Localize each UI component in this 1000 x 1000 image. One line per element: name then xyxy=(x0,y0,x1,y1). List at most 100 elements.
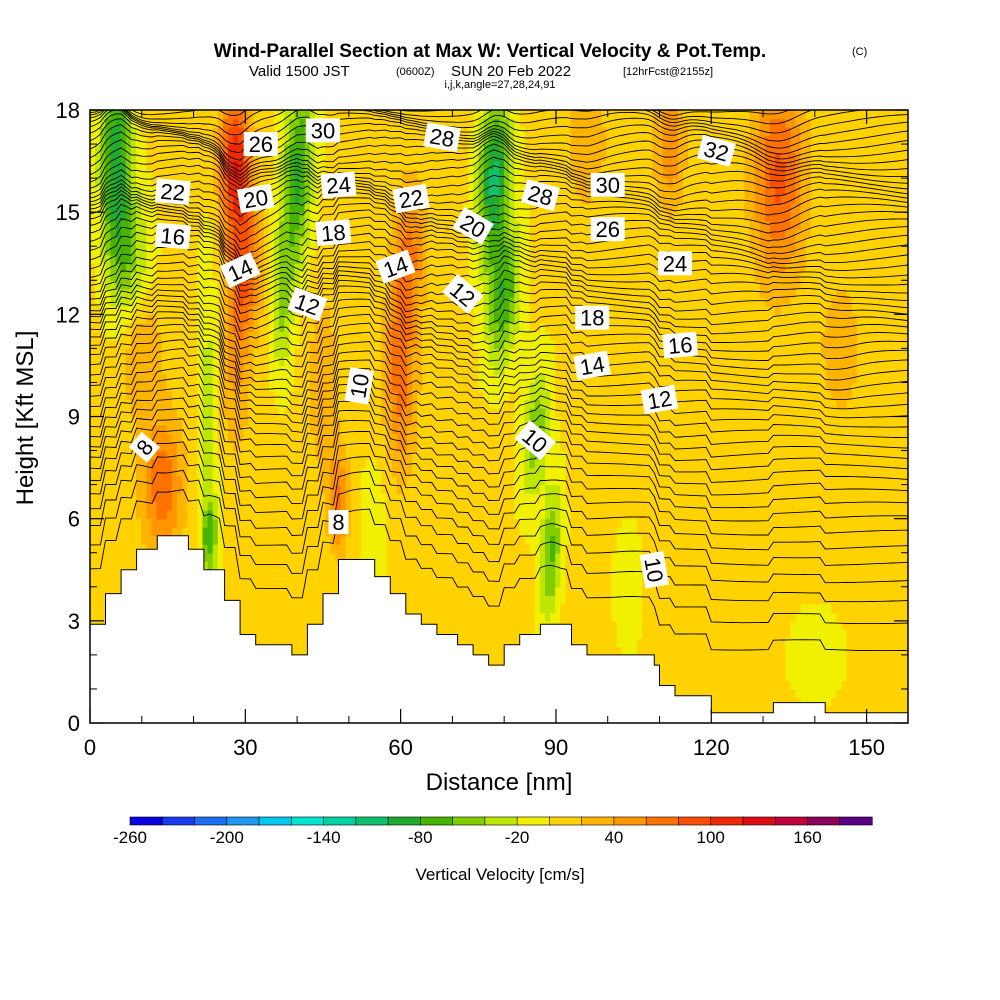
velocity-cell xyxy=(417,331,423,341)
velocity-cell xyxy=(437,229,444,239)
velocity-cell xyxy=(304,510,311,520)
velocity-cell xyxy=(238,612,244,622)
velocity-cell xyxy=(299,442,306,452)
velocity-cell xyxy=(248,280,255,290)
velocity-cell xyxy=(406,493,413,503)
velocity-cell xyxy=(294,331,301,341)
velocity-cell xyxy=(212,229,219,239)
velocity-cell xyxy=(376,561,383,571)
velocity-cell xyxy=(309,246,316,256)
velocity-cell xyxy=(166,450,173,460)
velocity-cell xyxy=(314,544,321,554)
velocity-cell xyxy=(274,629,280,639)
velocity-cell xyxy=(412,271,418,281)
velocity-cell xyxy=(100,416,106,426)
velocity-cell xyxy=(284,433,290,443)
velocity-cell xyxy=(238,288,244,298)
velocity-cell xyxy=(136,399,142,409)
velocity-cell xyxy=(263,229,270,239)
velocity-cell xyxy=(253,152,260,162)
velocity-cell xyxy=(130,476,137,486)
velocity-cell xyxy=(258,382,265,392)
velocity-cell xyxy=(422,322,429,332)
velocity-cell xyxy=(207,263,214,273)
velocity-cell xyxy=(268,220,275,230)
velocity-cell xyxy=(355,544,362,554)
velocity-cell xyxy=(125,144,132,154)
velocity-cell xyxy=(100,561,106,571)
velocity-cell xyxy=(412,322,418,332)
velocity-cell xyxy=(294,450,301,460)
velocity-cell xyxy=(238,425,244,435)
velocity-cell xyxy=(171,433,178,443)
velocity-cell xyxy=(110,382,117,392)
velocity-cell xyxy=(345,450,352,460)
velocity-cell xyxy=(442,544,449,554)
velocity-cell xyxy=(217,365,224,375)
velocity-cell xyxy=(299,212,306,222)
velocity-cell xyxy=(417,603,423,613)
velocity-cell xyxy=(156,476,163,486)
velocity-cell xyxy=(263,425,270,435)
velocity-cell xyxy=(253,212,260,222)
velocity-cell xyxy=(412,288,418,298)
velocity-cell xyxy=(314,152,321,162)
velocity-cell xyxy=(90,331,96,341)
velocity-cell xyxy=(314,518,321,528)
velocity-cell xyxy=(279,314,285,324)
velocity-cell xyxy=(268,416,275,426)
velocity-cell xyxy=(304,569,311,579)
velocity-cell xyxy=(141,356,147,367)
velocity-cell xyxy=(360,467,367,477)
velocity-cell xyxy=(391,416,398,426)
velocity-cell xyxy=(289,561,296,571)
velocity-cell xyxy=(212,527,219,537)
velocity-cell xyxy=(130,544,137,554)
velocity-cell xyxy=(360,280,367,290)
velocity-cell xyxy=(202,254,209,264)
velocity-cell xyxy=(197,390,204,401)
velocity-cell xyxy=(141,322,147,332)
velocity-cell xyxy=(309,186,316,196)
velocity-cell xyxy=(202,544,209,554)
velocity-cell xyxy=(100,450,106,460)
velocity-cell xyxy=(417,118,423,128)
velocity-cell xyxy=(161,484,168,494)
velocity-cell xyxy=(125,459,132,469)
velocity-cell xyxy=(299,595,306,605)
velocity-cell xyxy=(258,561,265,571)
velocity-cell xyxy=(136,263,142,273)
velocity-cell xyxy=(340,161,347,171)
velocity-cell xyxy=(90,356,96,367)
velocity-cell xyxy=(263,280,270,290)
velocity-cell xyxy=(325,527,331,537)
velocity-cell xyxy=(263,322,270,332)
velocity-cell xyxy=(427,416,434,426)
velocity-cell xyxy=(202,510,209,520)
velocity-cell xyxy=(253,407,260,418)
velocity-cell xyxy=(248,246,255,256)
velocity-cell xyxy=(95,561,101,571)
velocity-cell xyxy=(345,356,352,367)
velocity-cell xyxy=(228,331,234,341)
velocity-cell xyxy=(268,501,275,511)
velocity-cell xyxy=(228,535,234,545)
velocity-cell xyxy=(238,433,244,443)
velocity-cell xyxy=(110,305,117,315)
velocity-cell xyxy=(325,161,331,171)
velocity-cell xyxy=(176,365,183,375)
velocity-cell xyxy=(381,365,388,375)
velocity-cell xyxy=(355,331,362,341)
velocity-cell xyxy=(90,603,96,613)
velocity-cell xyxy=(120,203,127,213)
velocity-cell xyxy=(294,314,301,324)
velocity-cell xyxy=(171,322,178,332)
velocity-cell xyxy=(115,544,122,554)
velocity-cell xyxy=(151,425,158,435)
velocity-cell xyxy=(360,476,367,486)
velocity-cell xyxy=(243,425,250,435)
velocity-cell xyxy=(258,229,265,239)
velocity-cell xyxy=(279,476,285,486)
velocity-cell xyxy=(258,595,265,605)
velocity-cell xyxy=(304,467,311,477)
